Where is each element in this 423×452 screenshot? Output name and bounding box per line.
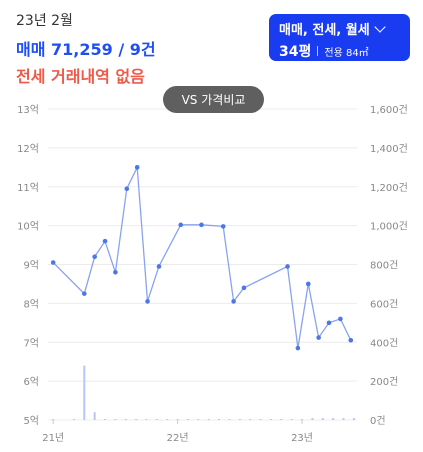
y-tick-left: 8억 bbox=[23, 298, 39, 310]
vs-compare-button[interactable]: VS 가격비교 bbox=[163, 86, 264, 113]
deal-type-row: 매매, 전세, 월세 bbox=[279, 19, 400, 38]
price-point bbox=[113, 269, 118, 275]
price-point bbox=[316, 335, 321, 340]
x-tick-label: 21년 bbox=[42, 432, 64, 444]
price-point bbox=[348, 338, 354, 343]
price-point bbox=[134, 165, 140, 170]
volume-bar bbox=[269, 419, 272, 420]
volume-bar bbox=[104, 419, 107, 420]
deal-type-selector[interactable]: 매매, 전세, 월세 34평 전용 84㎡ bbox=[269, 14, 410, 61]
y-tick-right: 0건 bbox=[370, 415, 386, 427]
volume-bar bbox=[186, 419, 189, 420]
y-tick-left: 11억 bbox=[17, 182, 39, 194]
pyeong-label: 34평 bbox=[279, 44, 312, 60]
volume-bar bbox=[93, 412, 96, 420]
y-tick-left: 5억 bbox=[23, 415, 39, 427]
x-tick-label: 22년 bbox=[167, 432, 189, 444]
y-tick-left: 6억 bbox=[23, 376, 39, 388]
price-point bbox=[145, 299, 150, 304]
volume-bar bbox=[311, 418, 314, 420]
price-point bbox=[81, 291, 87, 296]
price-point bbox=[295, 345, 301, 351]
volume-bar bbox=[72, 419, 75, 420]
price-point bbox=[50, 260, 56, 265]
selected-date: 23년 2월 bbox=[16, 13, 73, 29]
volume-bar bbox=[280, 419, 283, 420]
price-point bbox=[231, 299, 236, 304]
volume-bar bbox=[290, 419, 293, 420]
volume-bar bbox=[301, 419, 304, 420]
header: 23년 2월 매매 71,259 / 9건 전세 거래내역 없음 bbox=[16, 10, 156, 87]
volume-bar bbox=[249, 419, 252, 420]
y-tick-right: 400건 bbox=[370, 337, 398, 349]
volume-bar bbox=[124, 419, 127, 420]
volume-bar bbox=[145, 419, 148, 420]
volume-bar bbox=[332, 418, 335, 420]
price-point bbox=[156, 264, 162, 269]
size-row: 34평 전용 84㎡ bbox=[279, 41, 400, 61]
volume-bar bbox=[52, 419, 55, 420]
y-tick-right: 200건 bbox=[370, 376, 398, 388]
price-point bbox=[241, 285, 247, 291]
price-point bbox=[124, 186, 130, 191]
volume-bar bbox=[321, 418, 324, 420]
x-tick-label: 23년 bbox=[291, 432, 313, 444]
volume-bar bbox=[197, 419, 200, 420]
volume-bar bbox=[207, 419, 210, 420]
price-point bbox=[199, 222, 204, 228]
area-label: 전용 84㎡ bbox=[324, 48, 369, 59]
volume-bar bbox=[135, 419, 138, 420]
y-tick-left: 12억 bbox=[17, 143, 39, 155]
volume-bar bbox=[155, 419, 158, 420]
volume-bar bbox=[176, 419, 179, 420]
volume-bar bbox=[166, 419, 169, 420]
price-point bbox=[326, 320, 332, 326]
y-tick-right: 1,400건 bbox=[370, 143, 408, 155]
y-tick-left: 7억 bbox=[23, 337, 39, 349]
y-tick-right: 600건 bbox=[370, 298, 398, 310]
y-tick-right: 1,200건 bbox=[370, 182, 408, 194]
volume-bar bbox=[218, 419, 221, 420]
price-point bbox=[305, 281, 311, 287]
y-tick-right: 1,600건 bbox=[370, 104, 408, 116]
y-tick-left: 13억 bbox=[17, 104, 39, 116]
y-tick-right: 1,000건 bbox=[370, 221, 408, 233]
y-tick-right: 800건 bbox=[370, 260, 398, 272]
volume-bar bbox=[238, 419, 241, 420]
volume-bar bbox=[342, 418, 345, 420]
volume-bar bbox=[259, 419, 262, 420]
price-point bbox=[220, 224, 226, 229]
y-tick-left: 9억 bbox=[23, 260, 39, 272]
price-point bbox=[92, 254, 97, 260]
price-point bbox=[178, 222, 184, 228]
divider bbox=[317, 46, 319, 56]
volume-bar bbox=[83, 365, 86, 420]
jeonse-summary: 전세 거래내역 없음 bbox=[16, 67, 145, 86]
price-line bbox=[52, 164, 352, 349]
deal-types-label: 매매, 전세, 월세 bbox=[279, 23, 370, 38]
price-point bbox=[102, 238, 108, 244]
sale-summary: 매매 71,259 / 9건 bbox=[16, 40, 156, 59]
volume-bar bbox=[352, 418, 355, 420]
price-point bbox=[338, 316, 343, 322]
volume-bar bbox=[114, 419, 117, 420]
volume-bar bbox=[228, 419, 231, 420]
y-tick-left: 10억 bbox=[17, 221, 39, 233]
price-point bbox=[285, 264, 290, 269]
